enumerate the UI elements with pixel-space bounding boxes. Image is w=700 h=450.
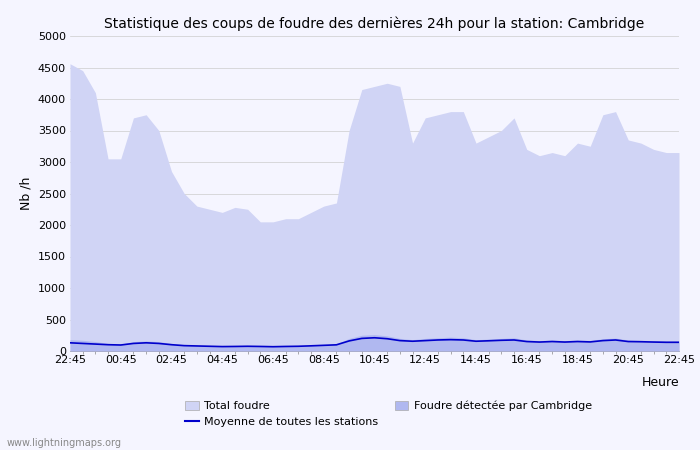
Y-axis label: Nb /h: Nb /h (19, 177, 32, 210)
Title: Statistique des coups de foudre des dernières 24h pour la station: Cambridge: Statistique des coups de foudre des dern… (104, 16, 645, 31)
Legend: Total foudre, Moyenne de toutes les stations, Foudre détectée par Cambridge: Total foudre, Moyenne de toutes les stat… (186, 400, 592, 427)
Text: Heure: Heure (641, 376, 679, 389)
Text: www.lightningmaps.org: www.lightningmaps.org (7, 438, 122, 448)
